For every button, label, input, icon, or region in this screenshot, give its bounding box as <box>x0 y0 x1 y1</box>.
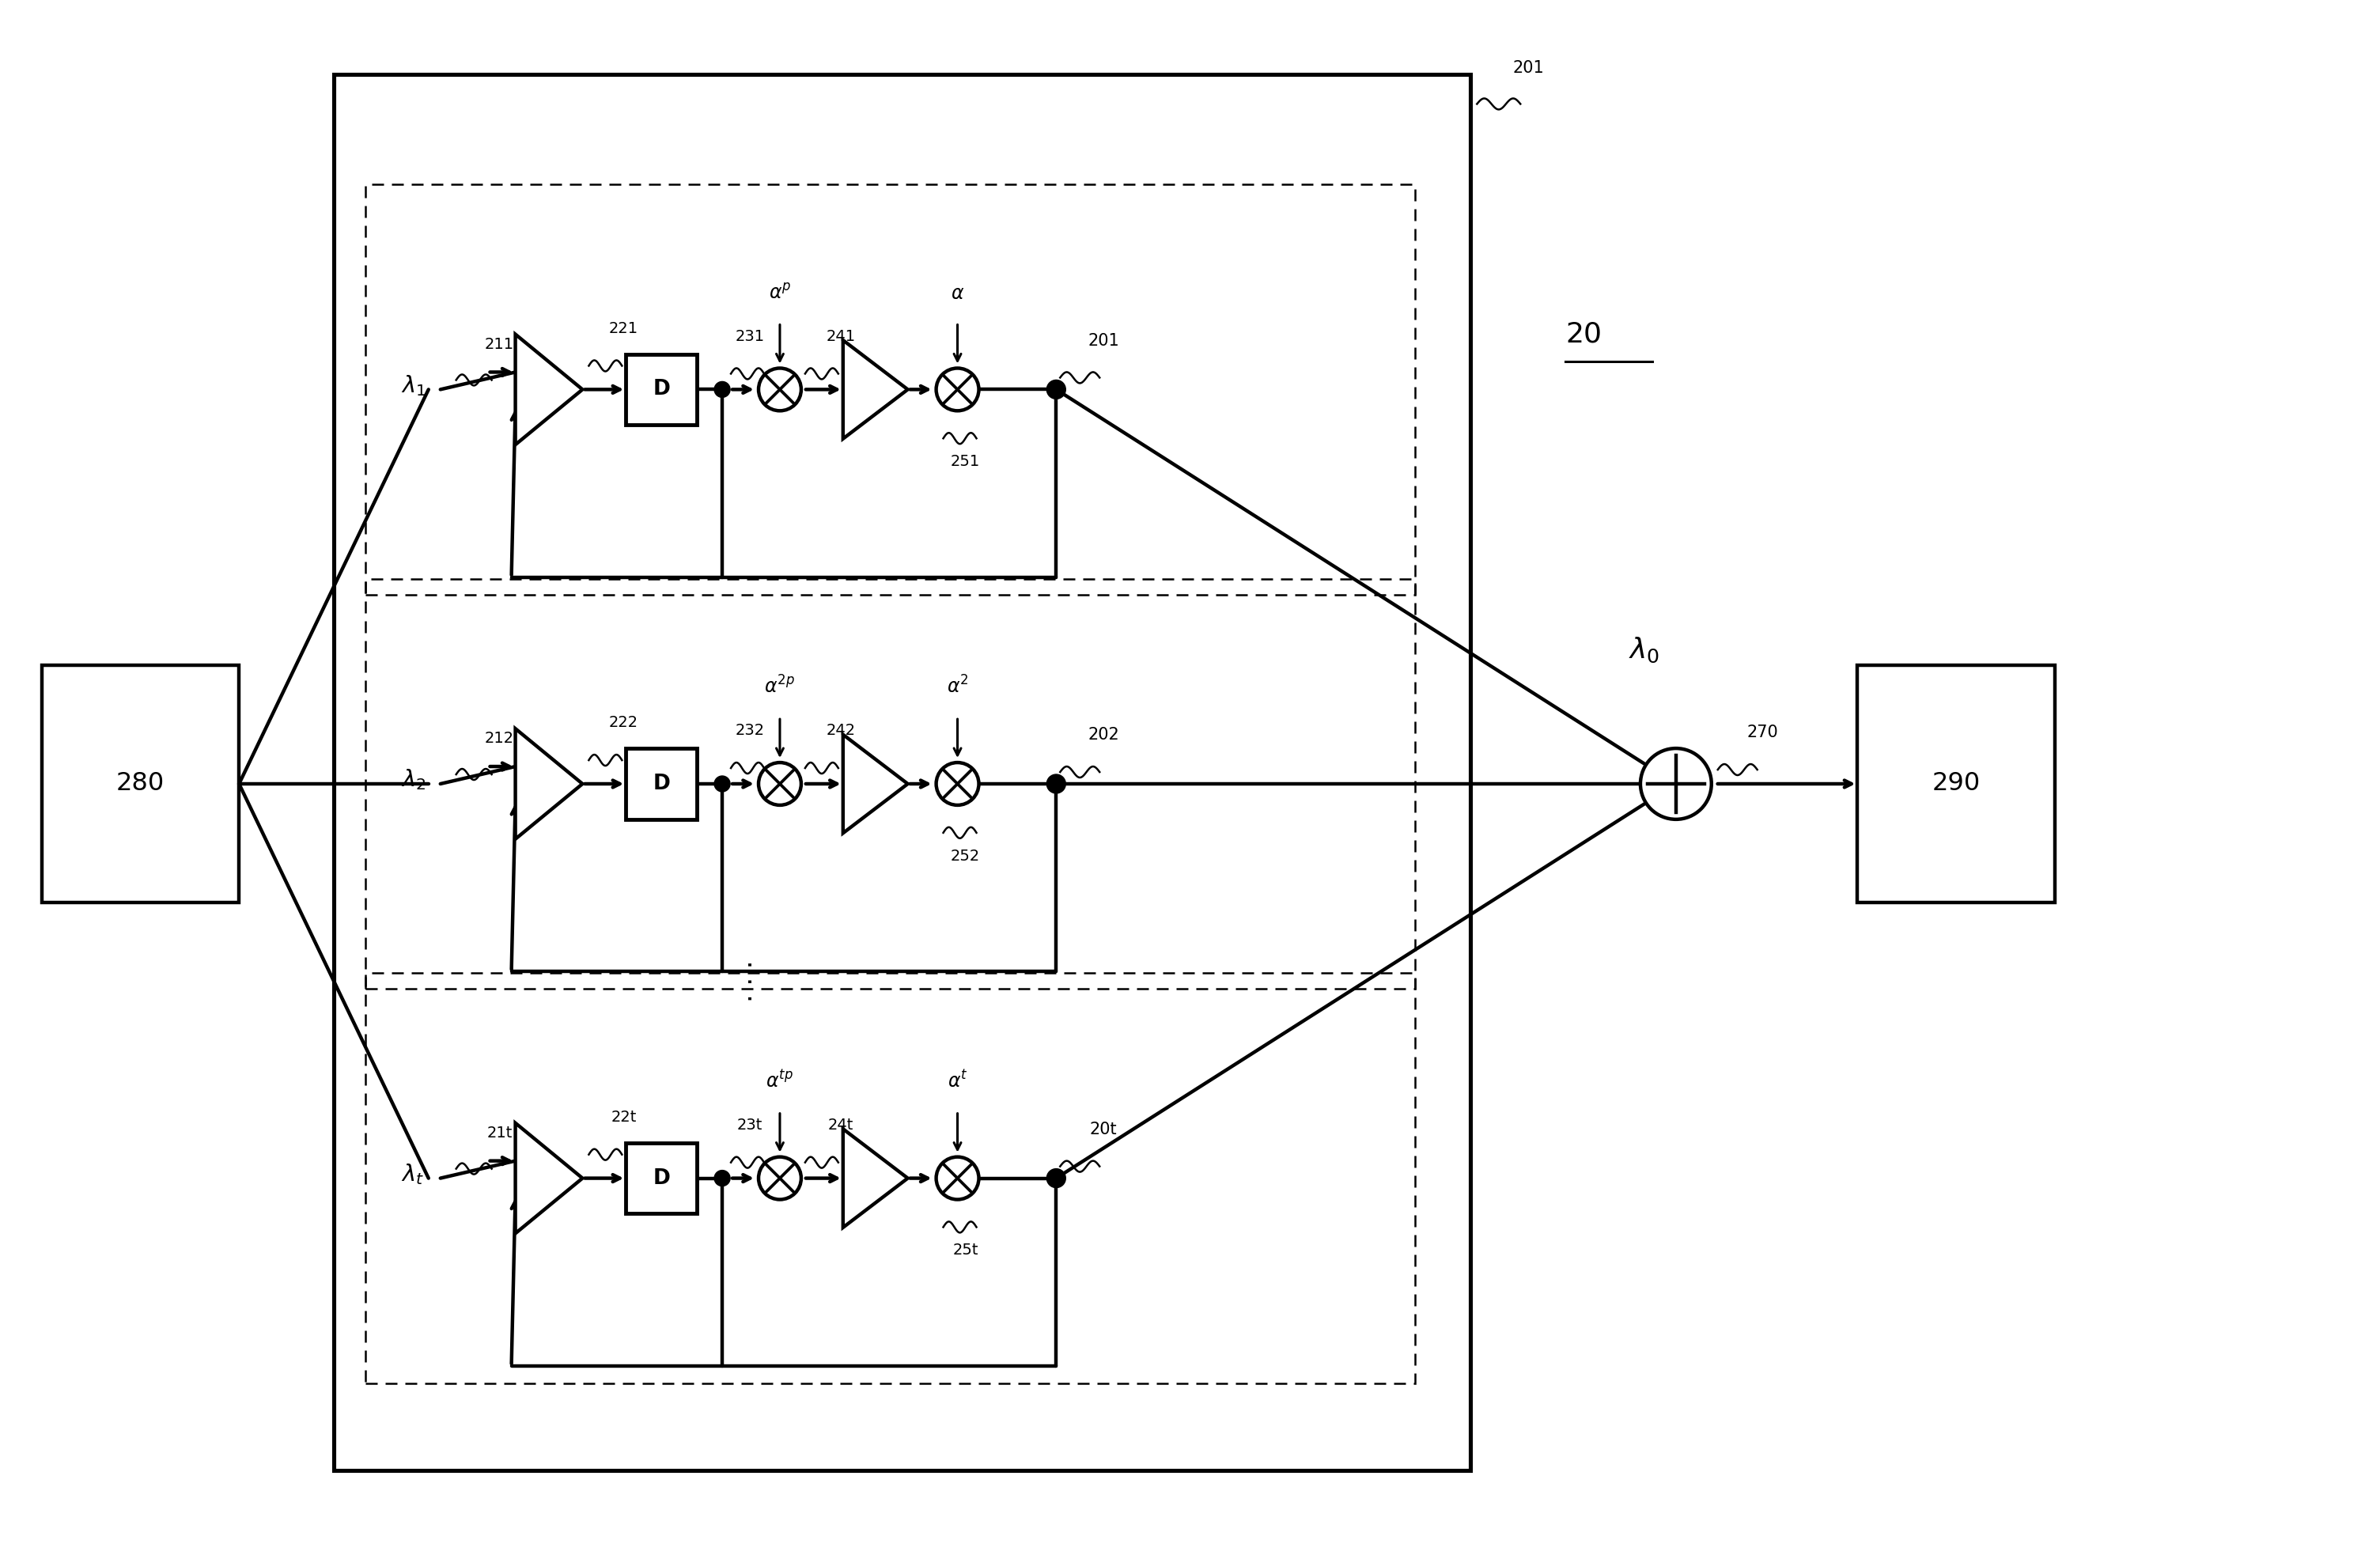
Text: 222: 222 <box>609 716 638 730</box>
Text: 290: 290 <box>1933 772 1980 797</box>
Polygon shape <box>843 340 907 438</box>
Bar <box>367 973 1416 1383</box>
Text: $\lambda_2$: $\lambda_2$ <box>400 767 426 792</box>
Polygon shape <box>843 1129 907 1227</box>
Bar <box>1856 666 2054 903</box>
Text: 242: 242 <box>826 723 854 737</box>
Text: 21t: 21t <box>488 1126 512 1140</box>
Circle shape <box>935 1157 978 1199</box>
Polygon shape <box>516 334 583 444</box>
Text: 232: 232 <box>735 723 764 737</box>
Bar <box>367 578 1416 988</box>
Text: $\lambda_t$: $\lambda_t$ <box>400 1161 424 1186</box>
Circle shape <box>714 776 731 792</box>
Text: 280: 280 <box>117 772 164 797</box>
Text: 270: 270 <box>1747 725 1778 741</box>
Circle shape <box>759 368 802 410</box>
Bar <box>626 1143 697 1214</box>
Text: 201: 201 <box>1088 332 1119 349</box>
Text: · · ·: · · · <box>740 960 766 1002</box>
Text: 22t: 22t <box>612 1110 635 1124</box>
Circle shape <box>935 368 978 410</box>
Text: 202: 202 <box>1088 726 1119 742</box>
Circle shape <box>935 762 978 804</box>
Text: $\alpha$: $\alpha$ <box>950 284 964 302</box>
Text: 201: 201 <box>1514 59 1545 75</box>
Text: $\alpha^t$: $\alpha^t$ <box>947 1071 969 1091</box>
Polygon shape <box>516 728 583 839</box>
Circle shape <box>714 382 731 398</box>
Bar <box>333 73 1471 1470</box>
Text: $\lambda_1$: $\lambda_1$ <box>400 373 426 398</box>
Circle shape <box>759 762 802 804</box>
Text: 231: 231 <box>735 329 764 343</box>
Bar <box>43 666 238 903</box>
Text: D: D <box>652 379 671 399</box>
Circle shape <box>714 1171 731 1186</box>
Text: $\alpha^{2p}$: $\alpha^{2p}$ <box>764 675 795 697</box>
Text: 23t: 23t <box>738 1118 762 1132</box>
Bar <box>367 184 1416 594</box>
Bar <box>626 354 697 426</box>
Text: D: D <box>652 1168 671 1188</box>
Text: 24t: 24t <box>828 1118 854 1132</box>
Polygon shape <box>843 734 907 833</box>
Bar <box>626 748 697 820</box>
Text: D: D <box>652 773 671 794</box>
Text: 212: 212 <box>486 731 514 745</box>
Circle shape <box>1047 775 1066 794</box>
Text: 211: 211 <box>486 337 514 352</box>
Text: 241: 241 <box>826 329 854 343</box>
Text: 25t: 25t <box>952 1243 978 1258</box>
Text: 20: 20 <box>1566 321 1602 348</box>
Circle shape <box>759 1157 802 1199</box>
Text: $\lambda_0$: $\lambda_0$ <box>1628 636 1659 664</box>
Text: $\alpha^{tp}$: $\alpha^{tp}$ <box>766 1071 793 1091</box>
Text: $\alpha^2$: $\alpha^2$ <box>947 675 969 697</box>
Circle shape <box>1640 748 1711 820</box>
Circle shape <box>1047 1169 1066 1188</box>
Text: $\alpha^p$: $\alpha^p$ <box>769 284 790 302</box>
Polygon shape <box>516 1122 583 1233</box>
Text: 252: 252 <box>950 848 981 864</box>
Text: 20t: 20t <box>1090 1121 1116 1137</box>
Text: 251: 251 <box>950 454 981 469</box>
Text: 221: 221 <box>609 321 638 335</box>
Circle shape <box>1047 380 1066 399</box>
